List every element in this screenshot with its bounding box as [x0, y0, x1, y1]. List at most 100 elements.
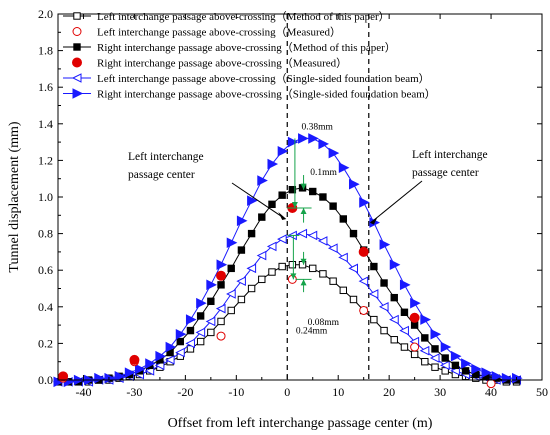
data-point — [471, 363, 482, 375]
legend-entry: Left interchange passage above-crossing（… — [63, 10, 390, 23]
data-point — [318, 138, 330, 150]
data-point — [246, 263, 257, 274]
legend-entry: Right interchange passage above-crossing… — [63, 88, 436, 101]
data-point — [491, 371, 503, 382]
legend-label: Left interchange passage above-crossing（… — [97, 10, 390, 23]
data-point — [359, 305, 369, 315]
data-point — [378, 301, 389, 312]
y-tick-label: 1.6 — [38, 80, 53, 94]
data-point — [380, 279, 388, 287]
data-point — [226, 237, 238, 249]
data-point — [215, 303, 226, 314]
data-point — [317, 236, 328, 246]
center-annotations: Left interchange passage center Left inter… — [128, 149, 488, 225]
data-point — [226, 289, 236, 299]
y-tick-label: 0.4 — [38, 300, 53, 314]
data-point — [451, 361, 460, 370]
x-tick-label: -40 — [75, 385, 91, 399]
data-point — [399, 325, 409, 336]
data-point — [421, 358, 429, 366]
data-point — [247, 229, 256, 238]
data-point — [358, 246, 369, 257]
legend-label: Right interchange passage above-crossing… — [97, 88, 436, 101]
series-line — [58, 137, 517, 383]
data-point — [380, 326, 388, 335]
data-point — [129, 354, 140, 365]
data-point — [431, 345, 439, 353]
data-point — [207, 328, 215, 337]
data-point — [389, 314, 399, 325]
data-point — [440, 360, 450, 371]
data-point — [390, 293, 398, 302]
data-point — [319, 193, 327, 201]
annotation-arrowhead — [369, 216, 378, 225]
data-point — [195, 327, 206, 338]
data-point — [481, 367, 493, 378]
data-point — [287, 136, 299, 148]
data-point — [419, 345, 430, 356]
data-point — [338, 162, 350, 174]
data-point — [72, 27, 82, 36]
data-point — [155, 350, 167, 362]
data-point — [114, 371, 126, 382]
data-point — [409, 312, 420, 323]
data-point — [328, 147, 340, 159]
series-2 — [58, 274, 496, 389]
data-point — [390, 336, 398, 344]
data-point — [236, 215, 248, 227]
data-point — [327, 243, 338, 254]
data-point — [441, 354, 449, 362]
data-point — [348, 263, 358, 274]
axes: -40 -30 -20 -10 0 10 20 30 40 50 0.0 0.2 0.4 0.6 0.8 1.… — [38, 7, 548, 399]
data-point — [410, 321, 419, 329]
x-tick-label: -30 — [126, 385, 142, 399]
annotation-arrowhead — [278, 211, 287, 220]
dimension-arrowhead — [300, 207, 307, 214]
data-point — [73, 12, 81, 20]
data-point — [349, 295, 358, 304]
data-point — [227, 306, 235, 315]
data-point — [71, 73, 82, 83]
y-tick-label: 1.0 — [38, 190, 53, 204]
data-point — [58, 371, 69, 382]
data-point — [186, 326, 195, 335]
data-point — [288, 261, 297, 269]
data-point — [430, 328, 442, 340]
y-tick-label: 1.2 — [38, 153, 53, 167]
data-point — [227, 264, 235, 273]
data-point — [256, 250, 267, 261]
legend-entry: Left interchange passage above-crossing（… — [63, 72, 430, 85]
data-point — [278, 262, 286, 271]
data-point — [236, 276, 246, 286]
data-point — [297, 228, 308, 239]
annotation-label: passage center — [128, 169, 195, 181]
data-point — [205, 316, 216, 327]
data-point — [420, 314, 431, 325]
data-point — [288, 185, 297, 194]
data-point — [339, 286, 348, 295]
y-tick-label: 1.8 — [38, 44, 53, 58]
data-point — [348, 178, 360, 190]
data-point — [368, 289, 379, 299]
data-point — [216, 331, 226, 341]
data-point — [72, 57, 82, 68]
legend-entry: Left interchange passage above-crossing（… — [72, 26, 341, 39]
data-point — [309, 264, 317, 273]
annotation-label: Left interchange — [128, 151, 204, 163]
x-tick-label: 20 — [383, 385, 395, 399]
data-point — [339, 215, 348, 223]
x-tick-label: 0 — [284, 385, 290, 399]
reference-lines — [286, 14, 370, 380]
annotation-label: passage center — [412, 167, 479, 179]
y-tick-label: 1.4 — [38, 117, 53, 131]
data-point — [400, 308, 409, 316]
dimension-label: 0.1mm — [310, 168, 337, 178]
dimension-label: 0.08mm — [308, 318, 340, 328]
data-point — [399, 279, 411, 291]
legend-entry: Right interchange passage above-crossing… — [63, 41, 396, 54]
data-point — [421, 334, 429, 342]
dimension-arrowhead — [290, 273, 297, 280]
data-point — [196, 337, 205, 346]
data-point — [165, 341, 177, 353]
